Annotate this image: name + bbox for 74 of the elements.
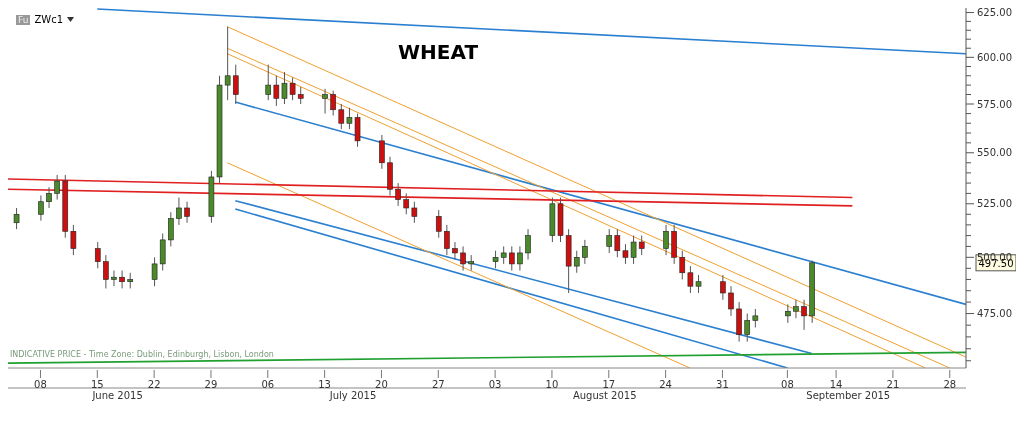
candlestick bbox=[517, 245, 523, 272]
candlestick bbox=[801, 299, 807, 331]
candlestick bbox=[435, 209, 442, 239]
candlestick bbox=[793, 299, 799, 319]
candlestick bbox=[614, 228, 621, 258]
candlestick bbox=[744, 313, 751, 343]
annotation: INDICATIVE PRICE - Time Zone: Dublin, Edinburgh, Lisbon, London bbox=[10, 350, 274, 359]
candlestick bbox=[168, 211, 174, 247]
candlestick bbox=[13, 207, 20, 230]
x-tick-label: 10 bbox=[545, 379, 559, 390]
candlestick bbox=[752, 308, 759, 328]
candlestick bbox=[728, 285, 734, 317]
x-tick-label: 27 bbox=[431, 379, 445, 390]
y-tick-label: 475.00 bbox=[977, 308, 1012, 320]
candlestick bbox=[460, 245, 466, 272]
candlestick bbox=[94, 241, 101, 269]
y-tick-label: 525.00 bbox=[977, 198, 1012, 210]
x-tick-label: 13 bbox=[318, 379, 331, 390]
candlestick bbox=[525, 228, 531, 260]
candlestick bbox=[411, 201, 418, 224]
x-tick-label: 15 bbox=[90, 379, 104, 390]
y-tick-label: 575.00 bbox=[977, 98, 1012, 110]
x-tick-label: 14 bbox=[829, 379, 843, 390]
candlestick bbox=[395, 182, 401, 207]
x-tick-label: 03 bbox=[488, 379, 502, 390]
y-tick-label: 625.00 bbox=[977, 7, 1012, 19]
x-tick-label: 08 bbox=[781, 379, 794, 390]
text: June 2015 bbox=[91, 390, 144, 401]
candlestick bbox=[232, 64, 239, 105]
candlestick bbox=[606, 228, 613, 254]
x-tick-label: 06 bbox=[261, 379, 275, 390]
x-tick-label: 21 bbox=[886, 379, 900, 390]
candlestick bbox=[582, 239, 588, 265]
text: August 2015 bbox=[571, 390, 638, 401]
text: July 2015 bbox=[328, 390, 378, 401]
x-tick-label: 08 bbox=[34, 379, 47, 390]
x-tick-label: 22 bbox=[147, 379, 161, 390]
candlestick bbox=[720, 274, 726, 301]
candlestick bbox=[70, 224, 77, 256]
text: ZWc1 bbox=[34, 14, 63, 25]
candlestick bbox=[679, 250, 686, 280]
candlestick bbox=[379, 134, 385, 170]
annotation: Fu bbox=[16, 14, 31, 25]
candlestick bbox=[785, 303, 791, 324]
candlestick bbox=[184, 201, 190, 224]
candlestick bbox=[444, 224, 450, 256]
x-tick-label: 24 bbox=[659, 379, 672, 390]
x-tick-label: 31 bbox=[716, 379, 729, 390]
text: September 2015 bbox=[805, 390, 892, 401]
x-tick-label: 20 bbox=[375, 379, 388, 390]
candlestick bbox=[46, 186, 52, 209]
candlestick bbox=[573, 250, 580, 274]
y-tick-label: 600.00 bbox=[977, 51, 1012, 63]
candlestick bbox=[38, 194, 44, 222]
y-tick-label: 550.00 bbox=[977, 147, 1012, 159]
candlestick bbox=[265, 64, 272, 101]
candlestick bbox=[663, 224, 669, 256]
text: WHEAT bbox=[398, 40, 479, 64]
x-tick-label: 17 bbox=[602, 379, 616, 390]
candlestick bbox=[638, 235, 645, 256]
candlestick bbox=[322, 88, 328, 115]
candlestick bbox=[452, 241, 458, 260]
x-tick-label: 29 bbox=[204, 379, 218, 390]
candlestick bbox=[403, 192, 410, 215]
candlestick bbox=[338, 103, 345, 130]
candlestick bbox=[111, 270, 117, 287]
candlestick bbox=[176, 197, 182, 226]
x-tick-label: 28 bbox=[943, 379, 957, 390]
candlestick bbox=[54, 174, 60, 201]
candlestick bbox=[119, 270, 125, 289]
candlestick bbox=[509, 245, 515, 272]
candlestick bbox=[330, 90, 336, 117]
candlestick bbox=[151, 256, 158, 287]
candlestick bbox=[103, 254, 109, 289]
